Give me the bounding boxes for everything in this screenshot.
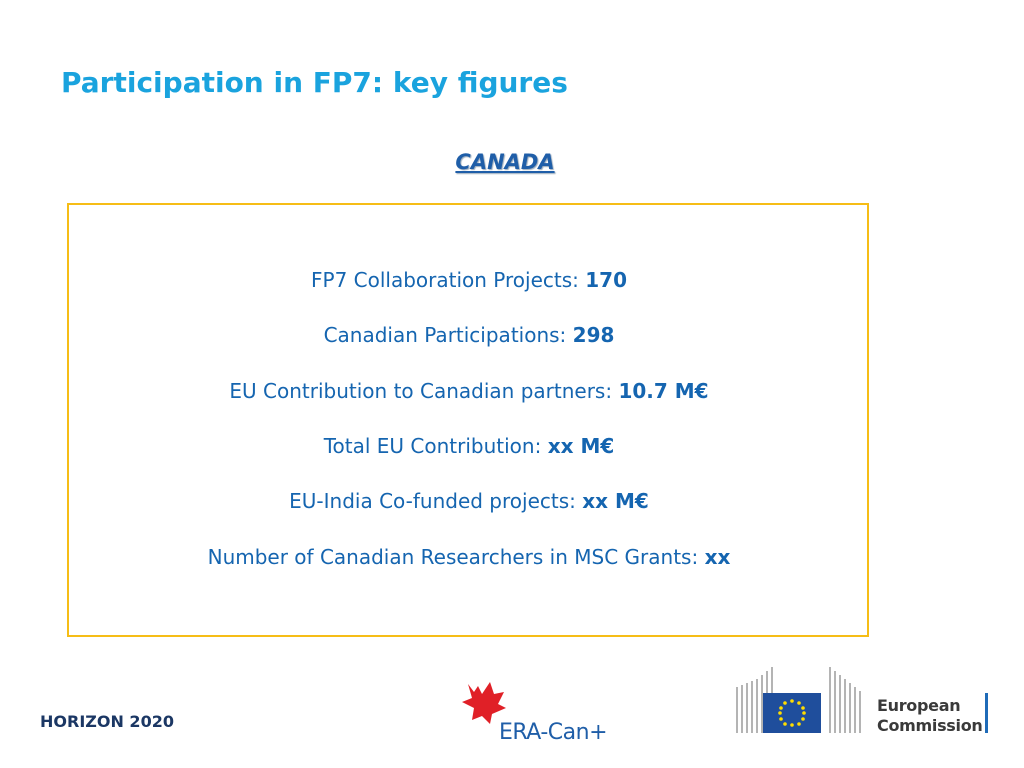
figure-value: 170	[585, 268, 627, 292]
figure-value: 298	[572, 323, 615, 348]
figure-row: FP7 Collaboration Projects: 170	[69, 268, 869, 292]
maple-leaf-icon	[462, 682, 506, 724]
figure-label: Number of Canadian Researchers in MSC Gr…	[207, 544, 699, 569]
figure-row: EU-India Co-funded projects: xx M€	[69, 489, 869, 513]
partner-logo-text: ERA-Can+	[499, 720, 608, 745]
figure-value: xx M€	[547, 433, 615, 458]
figure-value: 10.7 M€	[618, 378, 709, 403]
figure-label: EU Contribution to Canadian partners:	[229, 378, 613, 403]
commission-logo-line: Commission	[877, 716, 983, 735]
figure-row: Number of Canadian Researchers in MSC Gr…	[69, 545, 869, 569]
figure-row: Canadian Participations: 298	[69, 323, 869, 347]
program-label: HORIZON 2020	[40, 712, 174, 731]
logo-bar	[985, 693, 988, 733]
figure-value: xx	[704, 544, 731, 569]
commission-building-icon	[736, 667, 861, 733]
subtitle: CANADA	[455, 150, 555, 174]
commission-logo-line: European	[877, 696, 961, 715]
figure-label: Canadian Participations:	[323, 323, 567, 348]
figure-value: xx M€	[582, 489, 649, 514]
figure-row: EU Contribution to Canadian partners: 10…	[69, 379, 869, 403]
figures-box: FP7 Collaboration Projects: 170 Canadian …	[67, 203, 869, 637]
slide-title: Participation in FP7: key figures	[61, 66, 568, 99]
figure-label: EU-India Co-funded projects:	[289, 489, 576, 514]
figure-label: FP7 Collaboration Projects:	[311, 268, 579, 292]
figure-row: Total EU Contribution: xx M€	[69, 434, 869, 458]
figure-label: Total EU Contribution:	[323, 433, 542, 458]
